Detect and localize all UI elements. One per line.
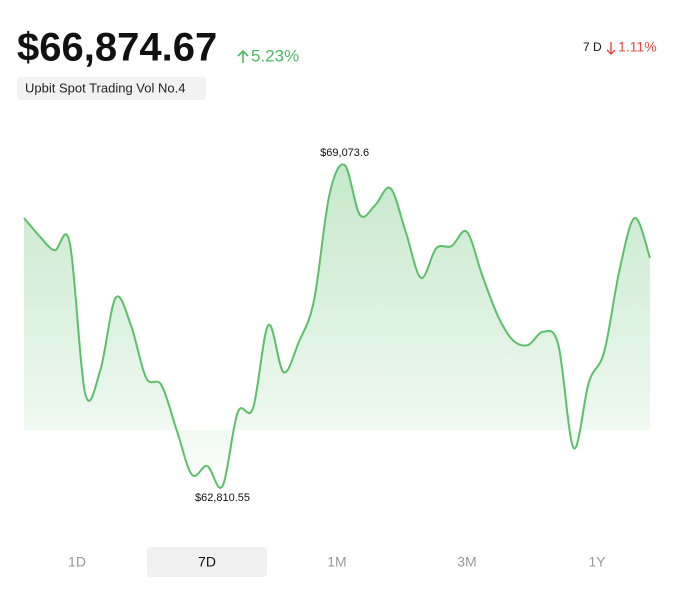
chart: $62,810.55 $69,073.6 bbox=[23, 145, 651, 505]
value-label-bg bbox=[317, 145, 373, 160]
tab[interactable]: 1M bbox=[327, 554, 346, 570]
area bbox=[24, 164, 650, 488]
tabs: 1D 7D 1M 3M 1Y bbox=[68, 547, 606, 577]
line bbox=[23, 163, 651, 489]
up-arrow bbox=[237, 49, 249, 63]
tag: Upbit Spot Trading Vol No.4 bbox=[25, 80, 185, 95]
tab-selected-bg bbox=[147, 547, 267, 577]
tab[interactable]: 7D bbox=[198, 554, 216, 570]
period-change: 1.11% bbox=[618, 39, 657, 55]
value-label: $69,073.6 bbox=[320, 147, 369, 159]
tag-bg bbox=[17, 77, 206, 100]
value-label: $62,810.55 bbox=[195, 492, 250, 504]
down-arrow bbox=[606, 42, 616, 55]
change: 5.23% bbox=[251, 46, 299, 65]
tab[interactable]: 3M bbox=[457, 554, 476, 570]
price: $66,874.67 bbox=[17, 26, 217, 70]
tab[interactable]: 1Y bbox=[588, 554, 606, 570]
period: 7 D bbox=[583, 40, 602, 54]
tab[interactable]: 1D bbox=[68, 554, 86, 570]
value-label-bg bbox=[191, 490, 254, 505]
